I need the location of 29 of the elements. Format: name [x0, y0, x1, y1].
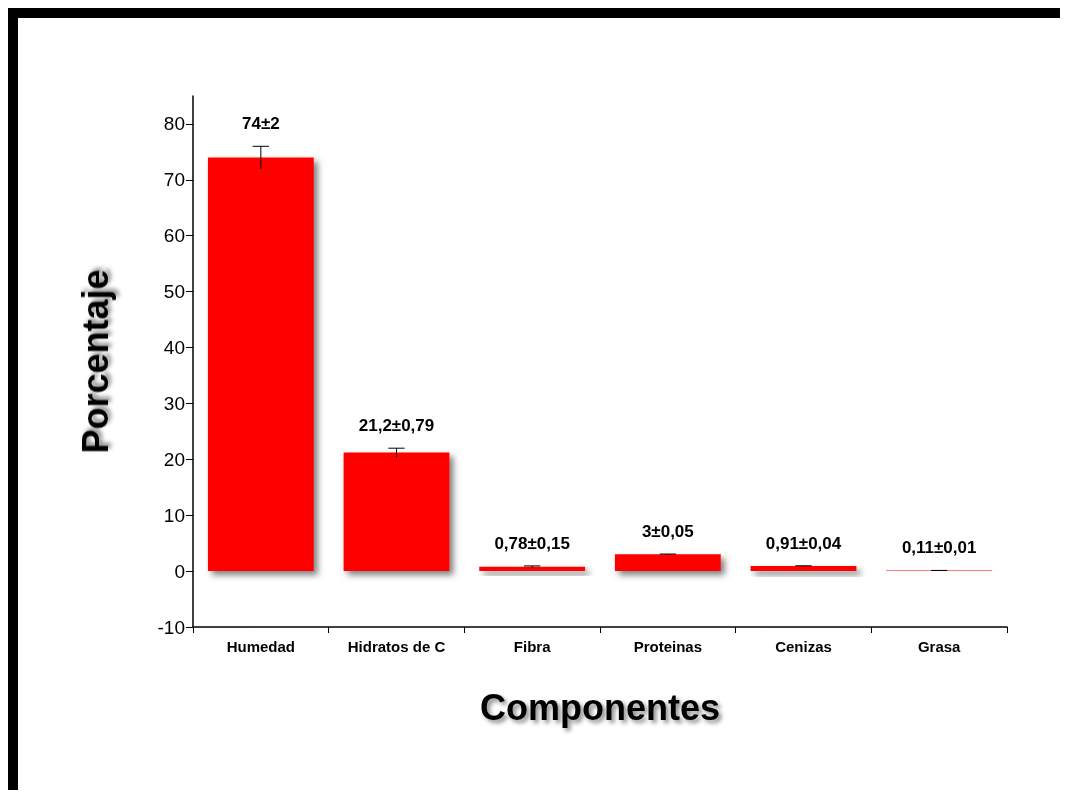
- y-tick-label: 0: [174, 560, 185, 582]
- bar: [750, 566, 857, 572]
- y-tick-label: 20: [163, 448, 185, 470]
- x-tick-label: Cenizas: [775, 638, 832, 655]
- x-tick-label: Hidratos de C: [347, 638, 446, 655]
- y-tick-label: 40: [163, 337, 185, 359]
- bar: [207, 157, 314, 572]
- data-label: 3±0,05: [641, 522, 694, 542]
- bar: [479, 566, 586, 572]
- bar: [614, 554, 721, 572]
- data-label: 74±2: [241, 114, 280, 134]
- data-label: 0,91±0,04: [765, 533, 842, 553]
- data-label: 21,2±0,79: [358, 416, 435, 436]
- y-tick-label: -10: [157, 616, 185, 638]
- y-axis-title: Porcentaje: [74, 269, 116, 454]
- y-tick-label: 50: [163, 281, 185, 303]
- y-tick-label: 10: [163, 504, 185, 526]
- y-tick-label: 80: [163, 113, 185, 135]
- y-tick-label: 60: [163, 225, 185, 247]
- x-tick-label: Proteinas: [633, 638, 703, 655]
- x-tick-label: Grasa: [917, 638, 962, 655]
- x-axis-title: Componentes: [479, 686, 721, 728]
- x-tick-label: Fibra: [513, 638, 552, 655]
- x-tick-label: Humedad: [226, 638, 296, 655]
- data-label: 0,11±0,01: [901, 538, 977, 558]
- data-label: 0,78±0,15: [494, 533, 570, 553]
- y-tick-label: 30: [163, 392, 185, 414]
- y-tick-label: 70: [163, 169, 185, 191]
- bar: [343, 452, 450, 572]
